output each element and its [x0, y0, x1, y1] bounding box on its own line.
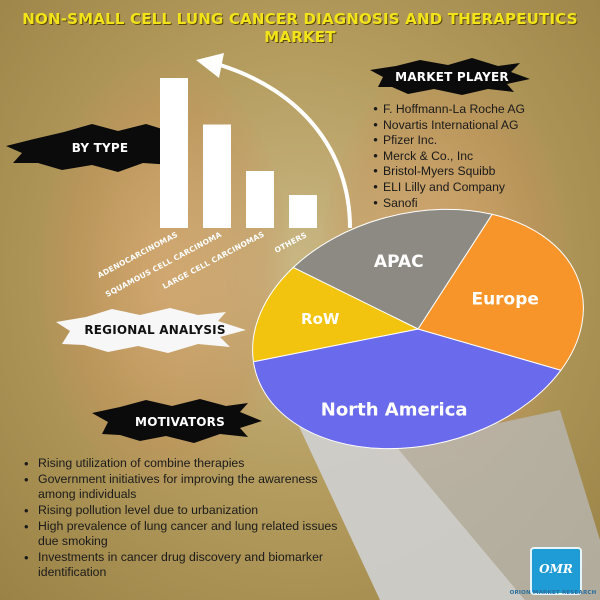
- market-player-heading: MARKET PLAYER: [395, 70, 509, 84]
- regional-analysis-splat-shape: [56, 308, 246, 353]
- pie-label: APAC: [374, 252, 424, 272]
- slice-north-america: [252, 328, 562, 450]
- growth-arrow-curve: [219, 63, 352, 229]
- market-player-item: Merck & Co., Inc: [368, 148, 525, 164]
- bar-large-cell-carcinomas: [246, 171, 274, 228]
- by-type-heading: BY TYPE: [71, 141, 129, 155]
- slice-row: [252, 266, 420, 363]
- bar-squamous-cell-carcinoma: [203, 124, 231, 228]
- motivator-item: High prevalence of lung cancer and lung …: [22, 519, 352, 549]
- market-player-splat-shape: [370, 58, 530, 95]
- pie-label: North America: [321, 399, 468, 420]
- market-player-item: F. Hoffmann-La Roche AG: [368, 101, 525, 117]
- pie-label: RoW: [301, 310, 340, 328]
- motivator-item: Investments in cancer drug discovery and…: [22, 550, 352, 580]
- market-player-list: F. Hoffmann-La Roche AGNovartis Internat…: [368, 101, 525, 210]
- regional-analysis-heading: REGIONAL ANALYSIS: [84, 323, 226, 337]
- motivator-item: Rising utilization of combine therapies: [22, 456, 352, 471]
- by-type-splat-shape: [6, 124, 188, 172]
- motivators-splat-shape: [92, 399, 262, 443]
- page-title: NON-SMALL CELL LUNG CANCER DIAGNOSIS AND…: [22, 10, 578, 46]
- slice-europe: [417, 213, 584, 371]
- omr-logo-mark: OMR: [539, 562, 573, 576]
- motivator-item: Rising pollution level due to urbanizati…: [22, 503, 352, 518]
- market-player-item: Bristol-Myers Squibb: [368, 163, 525, 179]
- motivators-list: Rising utilization of combine therapiesG…: [22, 456, 352, 581]
- bar-adenocarcinomas: [160, 78, 188, 228]
- omr-logo: OMR: [530, 547, 582, 595]
- pie-labels: North America Europe APAC RoW: [301, 252, 539, 420]
- omr-logo-caption: ORION MARKET RESEARCH: [509, 590, 597, 596]
- market-player-item: Novartis International AG: [368, 117, 525, 133]
- motivator-item: Government initiatives for improving the…: [22, 472, 352, 502]
- slice-apac: [292, 208, 493, 330]
- market-player-item: ELI Lilly and Company: [368, 179, 525, 195]
- pie-slices: [252, 208, 584, 450]
- market-player-item: Pfizer Inc.: [368, 132, 525, 148]
- motivators-heading: MOTIVATORS: [135, 415, 225, 429]
- pie-label: Europe: [471, 289, 538, 309]
- market-player-item: Sanofi: [368, 195, 525, 211]
- by-type-bars: [160, 78, 317, 228]
- growth-arrow-head: [196, 53, 224, 78]
- bar-others: [289, 195, 317, 228]
